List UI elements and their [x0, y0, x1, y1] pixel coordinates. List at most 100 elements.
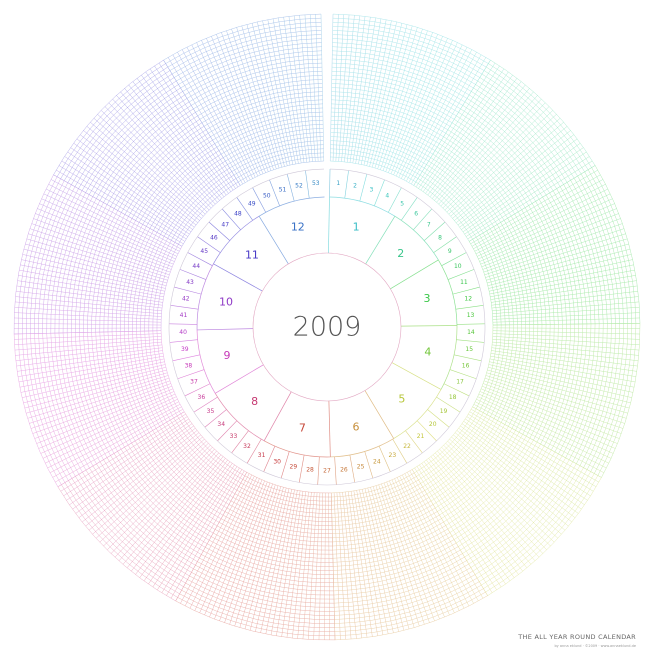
- grid-ring-arc: [89, 94, 185, 195]
- grid-ring-arc: [500, 222, 530, 325]
- grid-ring-arc: [331, 91, 451, 127]
- month-divider: [263, 391, 292, 441]
- grid-ring-arc: [167, 21, 322, 68]
- grid-ring-arc: [460, 108, 547, 196]
- grid-ring-arc: [189, 575, 335, 612]
- grid-ring-arc: [330, 144, 423, 172]
- grid-ring-arc: [331, 75, 459, 113]
- week-cell-15: 15: [456, 339, 485, 353]
- grid-ring-arc: [437, 430, 516, 512]
- grid-ring-arc: [203, 550, 334, 583]
- grid-ring-arc: [514, 213, 547, 325]
- grid-ring-arc: [153, 157, 224, 231]
- grid-ring-arc: [332, 26, 485, 71]
- grid-ring-arc: [152, 430, 230, 505]
- grid-ring-arc: [331, 490, 425, 518]
- grid-ring-arc: [83, 332, 118, 452]
- grid-ring-arc: [191, 66, 323, 106]
- grid-ring-arc: [174, 178, 237, 243]
- grid-ring-arc: [419, 174, 480, 236]
- grid-ring-arc: [439, 143, 512, 217]
- week-number: 38: [185, 363, 193, 370]
- grid-ring-arc: [71, 332, 108, 458]
- grid-ring-arc: [79, 332, 115, 454]
- grid-ring-arc: [332, 514, 440, 547]
- grid-ring-arc: [54, 333, 94, 467]
- month-cell-12: 12: [258, 196, 325, 265]
- month-grid-2: [413, 59, 596, 242]
- grid-ring-arc: [134, 440, 220, 523]
- grid-ring-arc: [162, 424, 235, 494]
- grid-ring-arc: [141, 436, 224, 516]
- grid-ring-arc: [229, 140, 324, 169]
- grid-ring-arc: [422, 416, 491, 488]
- grid-ring-arc: [240, 482, 332, 506]
- week-number: 48: [234, 210, 242, 217]
- grid-ring-arc: [508, 324, 535, 427]
- grid-ring-arc: [332, 521, 444, 555]
- month-number: 9: [224, 349, 231, 362]
- grid-ring-arc: [475, 324, 498, 409]
- month-divider: [258, 215, 289, 265]
- week-cell-1: 1: [329, 169, 340, 198]
- grid-ring-arc: [136, 331, 164, 425]
- grid-ring-arc: [449, 442, 538, 533]
- grid-ring-arc: [131, 136, 211, 219]
- grid-ring-arc: [531, 203, 567, 325]
- grid-ring-arc: [75, 476, 186, 584]
- grid-ring-arc: [477, 80, 575, 179]
- grid-ring-arc: [160, 330, 185, 412]
- week-cell-24: 24: [373, 445, 391, 472]
- week-divider: [359, 174, 368, 202]
- week-divider: [252, 187, 267, 213]
- grid-ring-arc: [184, 411, 247, 473]
- grid-ring-arc: [587, 169, 633, 324]
- grid-ring-arc: [454, 119, 536, 202]
- month-number: 4: [424, 346, 431, 359]
- week-number: 7: [427, 222, 431, 229]
- grid-ring-arc: [22, 178, 61, 334]
- week-divider: [401, 197, 418, 221]
- month-grid-8: [57, 411, 247, 602]
- grid-ring-arc: [501, 324, 526, 423]
- grid-ring-arc: [110, 115, 198, 207]
- grid-ring-arc: [106, 112, 196, 205]
- week-divider: [329, 169, 331, 198]
- week-number: 11: [460, 279, 468, 286]
- grid-ring-arc: [159, 426, 234, 498]
- grid-ring-arc: [443, 136, 519, 212]
- grid-ring-arc: [332, 21, 487, 68]
- week-cell-20: 20: [427, 409, 450, 428]
- grid-ring-arc: [58, 333, 97, 464]
- week-divider: [349, 454, 356, 483]
- grid-ring-arc: [330, 132, 429, 162]
- grid-ring-arc: [71, 478, 184, 587]
- week-cell-45: 45: [187, 248, 213, 266]
- week-divider: [344, 170, 349, 199]
- month-outer-arc: [393, 389, 442, 439]
- grid-ring-arc: [91, 332, 125, 448]
- week-divider: [263, 445, 276, 472]
- month-outer-arc: [213, 215, 260, 264]
- week-divider: [436, 396, 461, 413]
- week-divider: [236, 197, 253, 221]
- grid-ring-arc: [119, 331, 150, 433]
- grid-ring-arc: [136, 234, 161, 332]
- grid-ring-arc: [330, 119, 436, 151]
- month-outer-arc: [440, 325, 458, 390]
- grid-ring-arc: [218, 119, 324, 151]
- grid-ring-arc: [135, 139, 213, 221]
- grid-ring-arc: [163, 167, 230, 237]
- grid-ring-arc: [163, 13, 321, 61]
- grid-ring-arc: [415, 181, 473, 240]
- week-cell-41: 41: [169, 312, 198, 325]
- grid-ring-arc: [420, 414, 488, 484]
- grid-ring-arc: [62, 332, 101, 462]
- grid-ring-arc: [127, 444, 216, 530]
- week-divider: [231, 430, 249, 454]
- grid-ring-arc: [87, 332, 122, 450]
- month-number: 10: [219, 296, 233, 309]
- grid-ring-arc: [333, 542, 457, 579]
- grid-ring-arc: [207, 543, 334, 575]
- week-number: 33: [230, 433, 238, 440]
